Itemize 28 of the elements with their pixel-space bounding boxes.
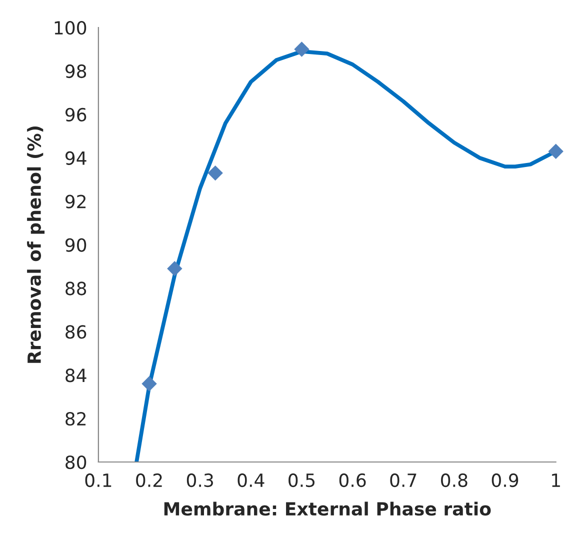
y-tick-label: 82 (66, 412, 86, 426)
x-tick-label: 0.7 (390, 473, 416, 488)
x-tick-label: 0.5 (288, 473, 315, 488)
y-tick-label: 100 (54, 20, 86, 35)
x-tick-label: 0.3 (186, 473, 213, 488)
x-tick-label: 0.1 (85, 473, 112, 488)
x-tick-label: 0.2 (136, 473, 162, 488)
y-tick-label: 88 (66, 282, 86, 296)
point (548, 144, 564, 159)
y-axis-title: Rremoval of phenol (%) (27, 126, 45, 363)
x-tick-label: 0.9 (492, 473, 518, 488)
y-tick-label: 96 (65, 108, 86, 122)
y-tick-label: 84 (66, 368, 86, 382)
point (167, 261, 182, 276)
y-tick-label: 92 (65, 194, 86, 208)
point (208, 165, 223, 181)
y-tick-label: 90 (65, 238, 86, 252)
x-tick-label: 0.8 (441, 473, 468, 488)
x-tick-label: 0.4 (238, 473, 264, 488)
y-tick-label: 80 (66, 455, 86, 470)
y-tick-label: 98 (65, 64, 86, 78)
x-axis-title: Membrane: External Phase ratio (164, 502, 491, 516)
y-tick-label: 94 (65, 151, 86, 165)
x-tick-label: 1 (552, 474, 560, 487)
point (142, 376, 157, 392)
point (294, 42, 310, 57)
x-tick-label: 0.6 (339, 473, 366, 488)
y-tick-label: 86 (66, 325, 86, 339)
